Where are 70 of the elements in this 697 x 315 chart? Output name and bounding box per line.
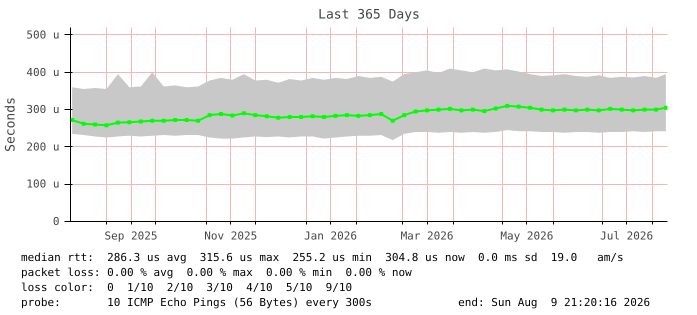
point (574, 108, 578, 112)
point (253, 113, 258, 118)
point (242, 111, 246, 116)
y-tick-label: 400 u (26, 66, 60, 79)
point (654, 108, 658, 112)
text: loss color: 0 1/10 2/10 3/10 4/10 5/10 9/10 (21, 281, 352, 294)
point (562, 108, 566, 112)
point (436, 108, 441, 112)
point (390, 118, 395, 123)
point (299, 115, 304, 120)
point (631, 108, 636, 112)
point (505, 104, 510, 108)
point (310, 114, 315, 118)
point (459, 108, 464, 112)
point (288, 115, 292, 120)
point (138, 120, 143, 124)
y-tick-label: 100 u (26, 178, 60, 191)
point (482, 109, 486, 114)
point (470, 108, 475, 112)
x-tick-label: Sep 2025 (104, 230, 158, 242)
point (620, 108, 624, 112)
point (494, 106, 498, 110)
point (218, 112, 223, 116)
point (414, 109, 418, 114)
text: packet loss: 0.00 % avg 0.00 % max 0.00 % min 0.00 % now (21, 266, 412, 279)
x-tick-label: Nov 2025 (204, 230, 258, 242)
y-tick-label: 200 u (26, 140, 60, 154)
point (642, 108, 647, 112)
y-tick-label: 0 (52, 215, 60, 228)
point (551, 108, 556, 112)
point (162, 118, 166, 123)
point (344, 113, 349, 118)
point (184, 118, 189, 122)
point (276, 116, 280, 120)
point (664, 106, 668, 110)
point (127, 120, 132, 124)
point (540, 108, 544, 112)
x-tick-label: Jul 2026 (600, 230, 654, 242)
text: probe: 10 ICMP Echo Pings (56 Bytes) every 300s end: Sun Aug 9 21:20:16 2026 (21, 296, 650, 309)
y-axis-title: Seconds (3, 97, 18, 152)
text: median rtt: 286.3 us avg 315.6 us max 255.2 us min 304.8 us now 0.0 ms sd 19.0 am/s (21, 251, 624, 264)
point (425, 108, 430, 112)
point (264, 114, 269, 118)
point (230, 114, 234, 118)
point (208, 113, 212, 118)
point (585, 108, 590, 112)
point (608, 106, 612, 111)
chart-title: Last 365 Days (318, 8, 420, 22)
point (516, 104, 521, 109)
point (528, 106, 532, 110)
point (93, 122, 98, 126)
point (356, 114, 360, 118)
point (196, 118, 200, 123)
y-tick-label: 300 u (26, 103, 60, 116)
point (448, 106, 452, 111)
x-tick-label: Mar 2026 (400, 230, 454, 242)
point (173, 118, 178, 122)
point (333, 114, 338, 118)
point (322, 115, 326, 120)
x-tick-label: Jan 2026 (304, 230, 358, 242)
point (368, 113, 372, 118)
y-tick-label: 500 u (26, 28, 60, 42)
point (402, 113, 406, 118)
x-tick-label: May 2026 (500, 230, 554, 242)
point (116, 120, 120, 125)
point (379, 112, 384, 116)
point (150, 118, 154, 123)
point (596, 108, 601, 112)
point (82, 122, 86, 126)
point (104, 123, 108, 128)
